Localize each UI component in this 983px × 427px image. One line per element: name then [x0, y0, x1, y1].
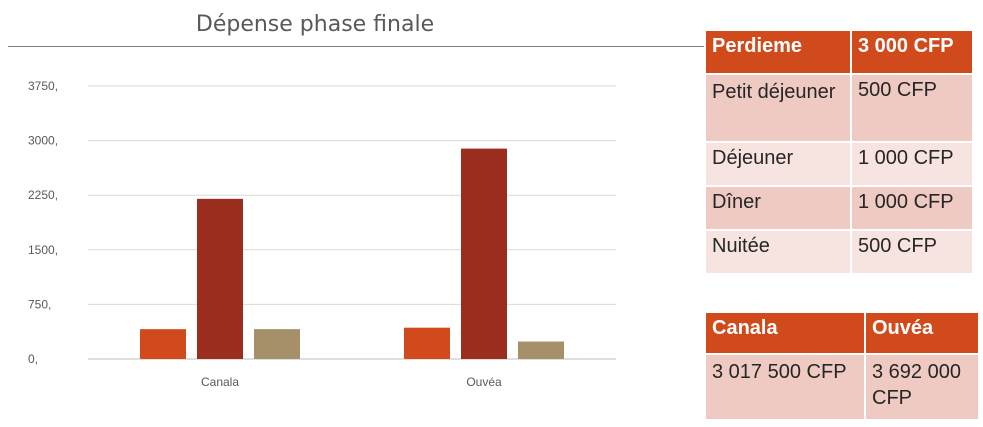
totals-header-row: Canala Ouvéa — [704, 311, 980, 355]
perdiem-row: Déjeuner 1 000 CFP — [704, 141, 974, 187]
perdiem-header-row: Perdieme 3 000 CFP — [704, 29, 974, 75]
x-category-label: Ouvéa — [466, 375, 502, 389]
bar — [197, 198, 243, 359]
totals-row: 3 017 500 CFP 3 692 000 CFP — [704, 353, 980, 421]
chart-title: Dépense phase finale — [195, 12, 435, 37]
totals-value-canala: 3 017 500 CFP — [704, 353, 866, 421]
perdiem-header-value: 3 000 CFP — [850, 29, 974, 75]
divider-line — [8, 46, 704, 47]
perdiem-table: Perdieme 3 000 CFP Petit déjeuner 500 CF… — [704, 29, 974, 275]
y-tick-label: 2250, — [28, 188, 58, 202]
perdiem-item-label: Déjeuner — [704, 141, 852, 187]
totals-header-ouvea: Ouvéa — [864, 311, 980, 355]
perdiem-item-label: Dîner — [704, 185, 852, 231]
perdiem-item-value: 500 CFP — [850, 229, 974, 275]
bar — [518, 341, 564, 359]
y-tick-label: 750, — [28, 297, 51, 311]
y-tick-label: 3750, — [28, 79, 58, 93]
perdiem-item-value: 1 000 CFP — [850, 185, 974, 231]
perdiem-header-label: Perdieme — [704, 29, 852, 75]
perdiem-item-label: Petit déjeuner — [704, 73, 852, 143]
perdiem-row: Nuitée 500 CFP — [704, 229, 974, 275]
bar — [140, 329, 186, 359]
perdiem-item-label: Nuitée — [704, 229, 852, 275]
bar — [254, 329, 300, 359]
perdiem-item-value: 1 000 CFP — [850, 141, 974, 187]
perdiem-row: Petit déjeuner 500 CFP — [704, 73, 974, 143]
y-tick-label: 3000, — [28, 134, 58, 148]
perdiem-item-value: 500 CFP — [850, 73, 974, 143]
y-tick-label: 1500, — [28, 243, 58, 257]
bar — [404, 327, 450, 359]
totals-table: Canala Ouvéa 3 017 500 CFP 3 692 000 CFP — [704, 311, 980, 421]
bar — [461, 148, 507, 359]
perdiem-row: Dîner 1 000 CFP — [704, 185, 974, 231]
totals-header-canala: Canala — [704, 311, 866, 355]
totals-value-ouvea: 3 692 000 CFP — [864, 353, 980, 421]
bar-chart: 0, 750, 1500, 2250, 3000, 3750, Canala Ouvéa — [28, 79, 616, 389]
x-category-label: Canala — [201, 375, 239, 389]
y-tick-label: 0, — [28, 352, 38, 366]
